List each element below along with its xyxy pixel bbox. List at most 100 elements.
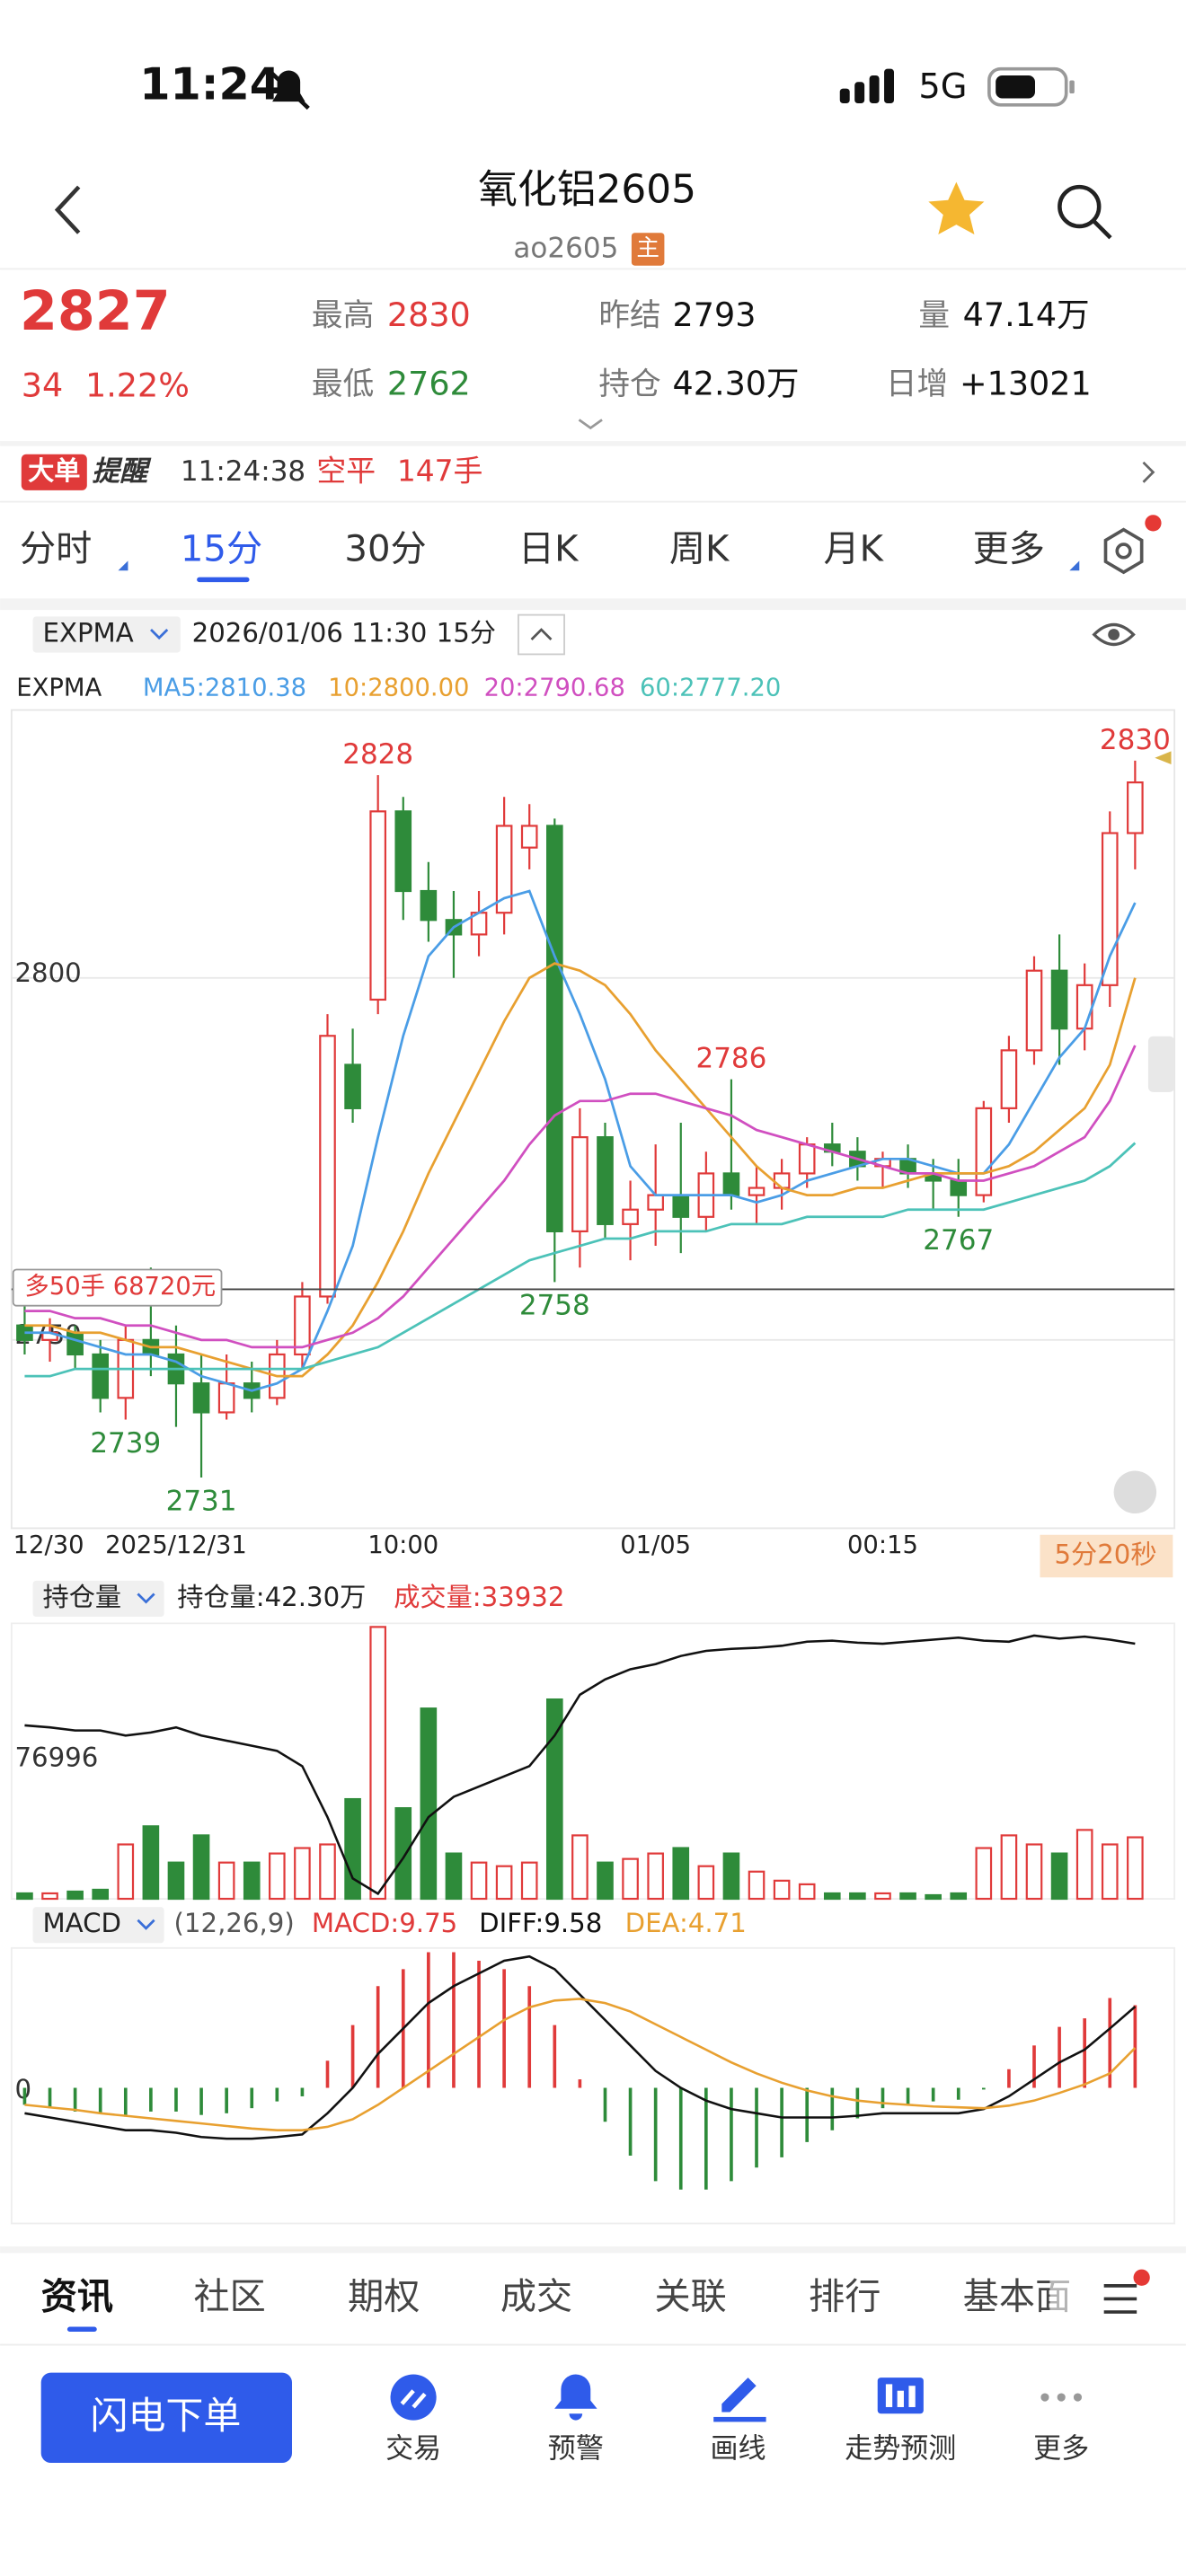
candle-body xyxy=(571,1136,589,1233)
alert-icon[interactable] xyxy=(554,2374,597,2421)
diff-label: DIFF:9.58 xyxy=(479,1908,602,1938)
candle-body xyxy=(773,1172,791,1189)
period-tab[interactable]: 更多 xyxy=(973,528,1045,569)
indicator-select[interactable] xyxy=(32,1580,164,1618)
period-tab[interactable]: 月K xyxy=(823,528,884,569)
candle-body xyxy=(622,1208,639,1225)
candle-body xyxy=(66,1331,84,1356)
candle-body xyxy=(545,825,563,1233)
volume-bar xyxy=(344,1797,361,1901)
indicator-name: EXPMA xyxy=(43,618,134,648)
volume-bar xyxy=(243,1861,261,1901)
menu-button[interactable] xyxy=(1103,2269,1150,2314)
indicator-select[interactable] xyxy=(32,1907,164,1944)
candle-body xyxy=(1025,969,1043,1052)
bottom-tab[interactable]: 社区 xyxy=(193,2276,265,2317)
volume-bar xyxy=(294,1847,311,1901)
volume-bar xyxy=(520,1861,538,1901)
draw-icon[interactable] xyxy=(713,2378,766,2422)
bottom-tab[interactable]: 成交 xyxy=(500,2276,572,2317)
search-button[interactable] xyxy=(1058,184,1112,240)
settings-button[interactable] xyxy=(1103,515,1162,575)
bottom-tab[interactable]: 关联 xyxy=(654,2276,726,2317)
ma-line xyxy=(24,889,1137,1392)
price-annotation: 2731 xyxy=(166,1485,237,1517)
action-label: 走势预测 xyxy=(845,2432,956,2465)
candle-body xyxy=(748,1187,766,1196)
volume-bar xyxy=(1127,1836,1144,1901)
candle-body xyxy=(92,1353,110,1399)
more-icon[interactable] xyxy=(1040,2393,1083,2402)
candle-body xyxy=(975,1107,993,1196)
volume-bar xyxy=(66,1890,84,1901)
order-button[interactable] xyxy=(40,2372,293,2464)
volume-bar xyxy=(925,1893,942,1901)
volume-bar xyxy=(319,1843,336,1901)
period-tab[interactable]: 分时 xyxy=(20,528,92,569)
action-label: 画线 xyxy=(711,2432,766,2465)
volume-bar xyxy=(899,1892,916,1901)
dropdown-caret xyxy=(137,1919,155,1930)
volume-bar xyxy=(420,1707,438,1901)
change: 34 xyxy=(22,366,63,404)
candle-body xyxy=(1000,1049,1018,1109)
back-button[interactable] xyxy=(54,185,81,234)
period-tab[interactable]: 周K xyxy=(669,528,730,569)
alert-chevron[interactable] xyxy=(1142,461,1155,483)
position-label-bg xyxy=(12,1268,223,1307)
volume-bar xyxy=(217,1861,235,1901)
bar-period: 15分 xyxy=(437,618,496,648)
candle-body xyxy=(495,825,513,914)
dea-line xyxy=(24,1998,1137,2131)
collapse-button[interactable] xyxy=(518,613,565,656)
bottom-tab[interactable]: 期权 xyxy=(348,2276,420,2317)
legend: EXPMA MA5:2810.38 10:2800.00 20:2790.68 60:2… xyxy=(16,674,781,701)
bottom-tab[interactable]: 排行 xyxy=(809,2276,881,2317)
x-tick-label: 01/05 xyxy=(620,1531,691,1559)
bottom-tab[interactable]: 资讯 xyxy=(41,2276,113,2317)
trade-icon[interactable] xyxy=(390,2374,437,2421)
network: 5G xyxy=(918,66,967,107)
candle-body xyxy=(722,1172,740,1196)
change-pct: 1.22% xyxy=(85,366,190,404)
field-label: 最高 xyxy=(312,297,374,333)
favorite-star[interactable] xyxy=(928,181,985,235)
macd-chart: 0 xyxy=(10,1946,1176,2225)
candle-body xyxy=(1127,781,1144,834)
volume-bar xyxy=(697,1865,715,1901)
tab-underline xyxy=(66,2326,97,2332)
volume-bar xyxy=(1050,1852,1068,1901)
expand-chevron[interactable] xyxy=(578,419,603,430)
field-label: 日增 xyxy=(886,366,948,402)
candle-body xyxy=(344,1063,361,1109)
period-tab[interactable]: 30分 xyxy=(344,528,426,569)
main-badge: 主 xyxy=(636,234,659,261)
volume-bar xyxy=(1000,1834,1018,1901)
field-value: 2762 xyxy=(387,365,471,403)
contract-code: ao2605 xyxy=(513,232,618,264)
volume-bar xyxy=(117,1843,135,1901)
field-value: +13021 xyxy=(960,365,1092,403)
volume-bar xyxy=(597,1861,614,1901)
eye-button[interactable] xyxy=(1092,622,1136,647)
volume-bar xyxy=(445,1852,463,1901)
macd-label: MACD:9.75 xyxy=(312,1908,457,1938)
indicator-select[interactable] xyxy=(32,616,181,653)
alert-time: 11:24:38 xyxy=(181,455,305,488)
x-tick-label: 00:15 xyxy=(847,1531,918,1559)
period-tab[interactable]: 15分 xyxy=(181,528,262,569)
oi-label: 持仓量:42.30万 xyxy=(177,1582,366,1612)
price-annotation: 2830 xyxy=(1100,724,1171,756)
last-price: 2827 xyxy=(20,280,171,343)
divider xyxy=(0,598,1186,611)
alert-action: 空平 xyxy=(316,453,376,488)
price-annotation: 2758 xyxy=(519,1290,590,1322)
fullscreen-button[interactable] xyxy=(1113,1470,1157,1514)
candle-body xyxy=(1101,832,1119,986)
period-tab[interactable]: 日K xyxy=(518,528,580,569)
signal-icon xyxy=(839,68,894,104)
volume-bar xyxy=(192,1834,210,1901)
forecast-icon[interactable] xyxy=(877,2378,924,2414)
action-label: 交易 xyxy=(385,2432,441,2465)
